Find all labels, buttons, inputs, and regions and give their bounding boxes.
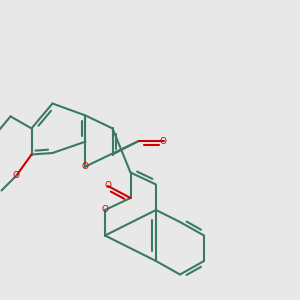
Text: O: O [13,171,20,180]
Text: O: O [160,136,167,146]
Text: O: O [104,182,112,190]
Text: O: O [82,162,89,171]
Text: O: O [101,206,109,214]
